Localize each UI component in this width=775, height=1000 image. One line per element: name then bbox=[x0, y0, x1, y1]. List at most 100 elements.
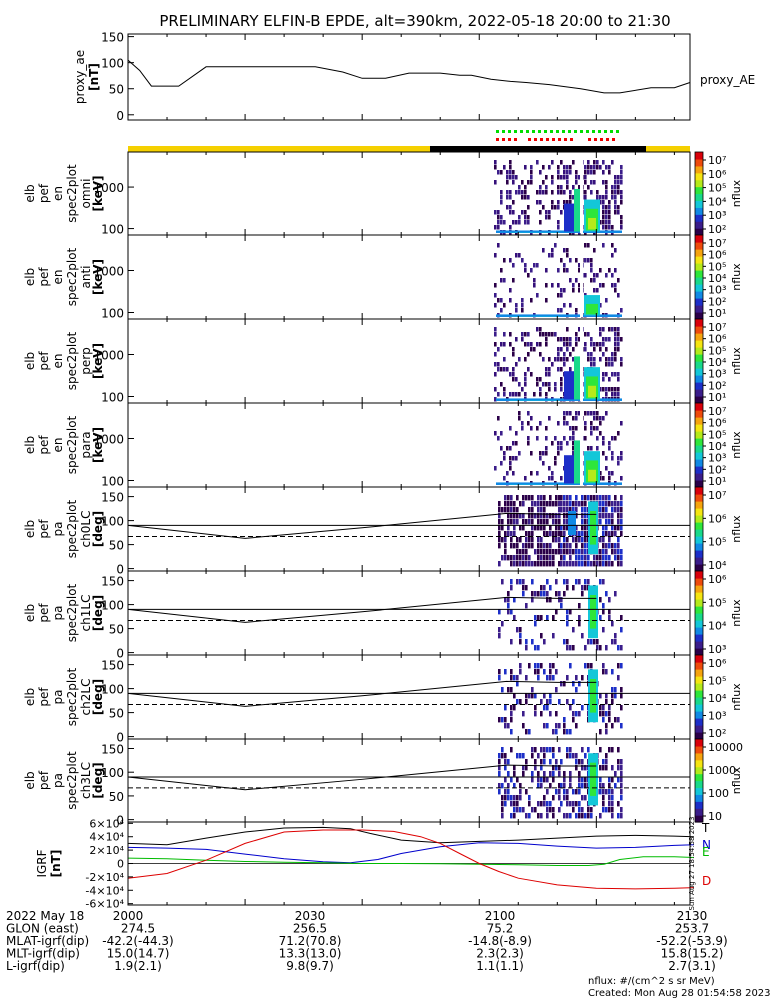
colorbar-cell bbox=[695, 282, 703, 285]
spectrogram-pixel bbox=[557, 283, 560, 288]
colorbar-cell bbox=[695, 670, 703, 673]
spectrogram-pixel bbox=[620, 795, 623, 801]
spectrogram-pixel bbox=[563, 411, 566, 416]
spectrogram-pixel bbox=[611, 765, 614, 771]
colorbar-cell bbox=[695, 410, 703, 412]
spectrogram-pixel bbox=[527, 342, 530, 347]
spectrogram-pixel bbox=[542, 451, 545, 456]
colorbar-cell bbox=[695, 310, 703, 313]
spectrogram-pixel bbox=[566, 747, 569, 753]
colorbar-cell bbox=[695, 460, 703, 463]
spectrogram-pixel bbox=[545, 382, 548, 387]
spectrogram-pixel bbox=[509, 170, 512, 175]
spectrogram-pixel bbox=[530, 471, 533, 476]
colorbar-cell bbox=[695, 797, 703, 800]
spectrogram-pixel bbox=[605, 513, 608, 519]
y-tick-label: 1000 bbox=[93, 264, 124, 278]
spectrogram-pixel bbox=[527, 195, 530, 200]
spectrogram-pixel bbox=[590, 426, 593, 431]
spectrogram-pixel bbox=[563, 175, 566, 180]
spectrogram-pixel bbox=[521, 298, 524, 303]
colorbar-cell bbox=[695, 596, 703, 599]
y-axis-label: en bbox=[51, 354, 65, 369]
colorbar-cell bbox=[695, 769, 703, 772]
spectrogram-pixel bbox=[572, 801, 575, 807]
spectrogram-pixel bbox=[578, 501, 581, 507]
spectrogram-pixel bbox=[566, 327, 569, 332]
spectrogram-pixel bbox=[531, 753, 534, 759]
spectrogram-pixel bbox=[503, 387, 506, 392]
spectrogram-pixel bbox=[501, 519, 504, 525]
spectrogram-pixel bbox=[497, 225, 500, 230]
spectrogram-pixel bbox=[552, 675, 555, 681]
colorbar-cell bbox=[695, 327, 703, 330]
spectrogram-pixel bbox=[575, 813, 578, 819]
spectrogram-pixel bbox=[584, 195, 587, 200]
spectrogram-pixel bbox=[507, 495, 510, 501]
spectrogram-pixel bbox=[504, 543, 507, 549]
spectrogram-pixel bbox=[510, 495, 513, 501]
spectrogram-pixel bbox=[507, 687, 510, 693]
spectrogram-pixel bbox=[563, 501, 566, 507]
colorbar-cell bbox=[695, 396, 703, 398]
spectrogram-pixel bbox=[521, 195, 524, 200]
spectrogram-pixel bbox=[620, 337, 623, 342]
spectrogram-pixel bbox=[599, 431, 602, 436]
colorbar-cell bbox=[695, 337, 703, 340]
spectrogram-pixel bbox=[578, 175, 581, 180]
spectrogram-pixel bbox=[539, 392, 542, 397]
spectrogram-pixel bbox=[602, 377, 605, 382]
colorbar-cell bbox=[695, 759, 703, 762]
spectrogram-pixel bbox=[516, 753, 519, 759]
y-tick-label: 100 bbox=[101, 766, 124, 780]
colorbar-cell bbox=[695, 461, 703, 464]
colorbar-cell bbox=[695, 256, 703, 258]
spectrogram-pixel bbox=[525, 555, 528, 561]
colorbar-tick-label: 100 bbox=[708, 787, 729, 800]
spectrogram-pixel bbox=[569, 753, 572, 759]
y-axis-label: para bbox=[79, 431, 93, 458]
spectrogram-pixel bbox=[614, 555, 617, 561]
colorbar-cell bbox=[695, 200, 703, 203]
colorbar-cell bbox=[695, 815, 703, 818]
spectrogram-pixel bbox=[515, 431, 518, 436]
spectrogram-pixel bbox=[525, 603, 528, 609]
spectrogram-pixel bbox=[522, 549, 525, 555]
spectrogram-pixel bbox=[548, 210, 551, 215]
spectrogram-pixel bbox=[500, 170, 503, 175]
spectrogram-pixel bbox=[531, 537, 534, 543]
colorbar-cell bbox=[695, 440, 703, 443]
spectrogram-pixel bbox=[599, 327, 602, 332]
science-flag bbox=[616, 130, 619, 133]
spectrogram-pixel bbox=[512, 263, 515, 268]
spectrogram-pixel bbox=[602, 243, 605, 248]
table-row-label: MLAT-igrf(dip) bbox=[6, 934, 89, 948]
spectrogram-pixel bbox=[497, 416, 500, 421]
colorbar-cell bbox=[695, 228, 703, 231]
spectrogram-pixel bbox=[563, 421, 566, 426]
spectrogram-pixel bbox=[584, 585, 587, 591]
spectrogram-pixel bbox=[608, 747, 611, 753]
spectrogram-pixel bbox=[507, 591, 510, 597]
y-axis-label: spec2plot bbox=[65, 415, 79, 474]
table-cell: 9.8(9.7) bbox=[286, 959, 334, 973]
spectrogram-pixel bbox=[599, 421, 602, 426]
colorbar-cell bbox=[695, 727, 703, 730]
y-tick-label: 0 bbox=[116, 563, 124, 577]
colorbar-cell bbox=[695, 569, 703, 572]
spectrogram-pixel bbox=[614, 387, 617, 392]
spectrogram-pixel bbox=[558, 531, 561, 537]
spectrogram-pixel bbox=[587, 495, 590, 501]
spectrogram-pixel bbox=[563, 342, 566, 347]
colorbar-cell bbox=[695, 564, 703, 566]
colorbar-cell bbox=[695, 298, 703, 300]
y-axis-label: spec2plot bbox=[65, 583, 79, 642]
spectrogram-pixel bbox=[515, 220, 518, 225]
spectrogram-pixel bbox=[605, 210, 608, 215]
spectrogram-pixel bbox=[527, 411, 530, 416]
colorbar-cell bbox=[695, 752, 703, 755]
spectrogram-pixel bbox=[518, 190, 521, 195]
spectrogram-pixel bbox=[605, 225, 608, 230]
spectrogram-pixel bbox=[518, 416, 521, 421]
colorbar-cell bbox=[695, 203, 703, 206]
